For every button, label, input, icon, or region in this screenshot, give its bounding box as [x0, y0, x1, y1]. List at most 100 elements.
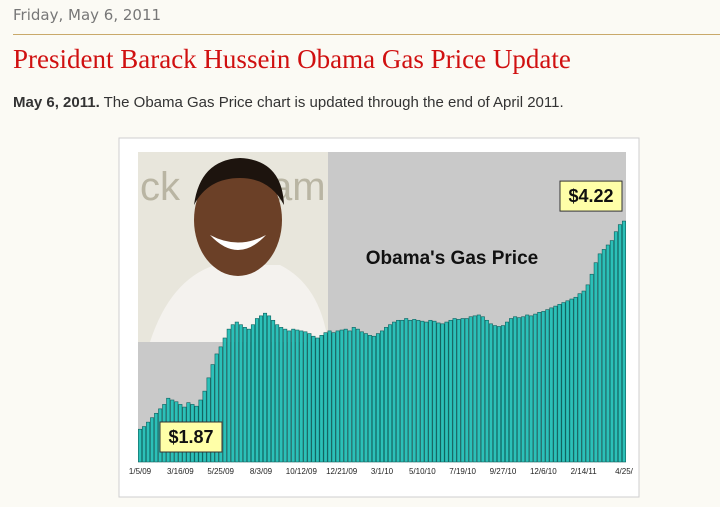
value-label-box — [559, 180, 623, 212]
bar — [561, 302, 566, 463]
bar — [351, 327, 356, 463]
bar — [291, 328, 296, 463]
bar — [323, 332, 328, 463]
bar — [424, 321, 429, 463]
bar — [343, 328, 348, 463]
x-tick-label: 3/16/09 — [167, 467, 194, 476]
x-tick-label: 12/21/09 — [326, 467, 358, 476]
bar — [275, 324, 280, 463]
bar — [420, 320, 425, 463]
bar — [396, 319, 401, 463]
divider — [13, 34, 720, 35]
bar — [468, 316, 473, 463]
bar — [367, 335, 372, 463]
bar — [210, 364, 215, 463]
value-label-box — [159, 421, 223, 453]
bar — [440, 323, 445, 463]
bar — [254, 318, 259, 463]
bar — [464, 318, 469, 463]
bar — [295, 329, 300, 463]
bar — [303, 331, 308, 463]
bar — [234, 321, 239, 463]
bar — [154, 412, 159, 463]
bar — [331, 332, 336, 463]
bar — [371, 335, 376, 463]
bar — [259, 315, 264, 463]
bar — [146, 421, 151, 463]
bar — [388, 324, 393, 463]
bar — [327, 330, 332, 463]
x-tick-label: 3/1/10 — [371, 467, 394, 476]
bar — [263, 312, 268, 463]
bar — [448, 319, 453, 463]
bar — [537, 312, 542, 463]
bar — [238, 324, 243, 463]
bar — [565, 300, 570, 463]
bar — [500, 325, 505, 463]
x-tick-label: 7/19/10 — [449, 467, 476, 476]
bar — [529, 315, 534, 463]
bar — [412, 319, 417, 463]
bar — [476, 314, 481, 463]
bar — [279, 327, 284, 463]
x-tick-label: 1/5/09 — [129, 467, 152, 476]
bar — [347, 330, 352, 463]
x-tick-label: 9/27/10 — [490, 467, 517, 476]
post-body: May 6, 2011. The Obama Gas Price chart i… — [13, 94, 564, 111]
body-bold: May 6, 2011. — [13, 94, 100, 111]
bar — [444, 321, 449, 463]
bar — [416, 319, 421, 463]
x-tick-label: 12/6/10 — [530, 467, 557, 476]
bar — [553, 305, 558, 463]
bar — [452, 318, 457, 463]
bar — [581, 290, 586, 463]
bar — [271, 319, 276, 463]
bar — [488, 323, 493, 463]
bar — [557, 304, 562, 463]
bar — [375, 333, 380, 463]
bar — [311, 335, 316, 463]
post-date: Friday, May 6, 2011 — [13, 6, 162, 24]
bar — [384, 327, 389, 463]
bar — [218, 346, 223, 463]
bar — [496, 326, 501, 463]
bar — [609, 240, 614, 463]
bar — [492, 325, 497, 463]
bar — [513, 316, 518, 463]
bar — [408, 319, 413, 463]
photo: ck am — [138, 152, 328, 342]
bar — [142, 426, 147, 463]
bar — [299, 330, 304, 463]
bar — [222, 337, 227, 463]
value-label: $1.87 — [168, 427, 213, 447]
x-tick-label: 10/12/09 — [286, 467, 318, 476]
bar — [621, 220, 626, 463]
bar — [617, 224, 622, 463]
bar — [214, 353, 219, 463]
bar — [428, 319, 433, 463]
x-tick-label: 5/10/10 — [409, 467, 436, 476]
bar — [533, 313, 538, 463]
bar — [577, 293, 582, 463]
bar — [315, 337, 320, 463]
bar — [545, 309, 550, 463]
bar — [569, 298, 574, 463]
bar — [472, 315, 477, 463]
bar — [283, 328, 288, 463]
bar — [460, 318, 465, 463]
bar — [359, 331, 364, 463]
bar — [484, 319, 489, 463]
bar — [589, 273, 594, 463]
bar — [404, 318, 409, 463]
bar — [521, 316, 526, 463]
bar — [432, 320, 437, 463]
bar — [456, 319, 461, 463]
bar — [287, 330, 292, 463]
body-text: The Obama Gas Price chart is updated thr… — [103, 94, 564, 111]
bar — [150, 417, 155, 463]
bar — [363, 333, 368, 463]
bar — [230, 324, 235, 463]
bar — [505, 321, 510, 463]
bar — [319, 335, 324, 463]
